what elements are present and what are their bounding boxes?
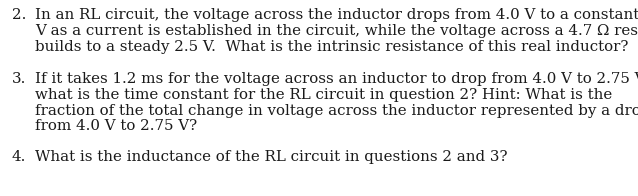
Text: 4.: 4. [12, 150, 26, 164]
Text: What is the inductance of the RL circuit in questions 2 and 3?: What is the inductance of the RL circuit… [35, 150, 507, 164]
Text: builds to a steady 2.5 V.  What is the intrinsic resistance of this real inducto: builds to a steady 2.5 V. What is the in… [35, 40, 628, 54]
Text: 3.: 3. [12, 72, 26, 86]
Text: If it takes 1.2 ms for the voltage across an inductor to drop from 4.0 V to 2.75: If it takes 1.2 ms for the voltage acros… [35, 72, 638, 86]
Text: 2.: 2. [12, 8, 26, 22]
Text: In an RL circuit, the voltage across the inductor drops from 4.0 V to a constant: In an RL circuit, the voltage across the… [35, 8, 638, 22]
Text: from 4.0 V to 2.75 V?: from 4.0 V to 2.75 V? [35, 119, 197, 133]
Text: fraction of the total change in voltage across the inductor represented by a dro: fraction of the total change in voltage … [35, 104, 638, 118]
Text: V as a current is established in the circuit, while the voltage across a 4.7 Ω r: V as a current is established in the cir… [35, 24, 638, 38]
Text: what is the time constant for the RL circuit in question 2? Hint: What is the: what is the time constant for the RL cir… [35, 88, 612, 102]
